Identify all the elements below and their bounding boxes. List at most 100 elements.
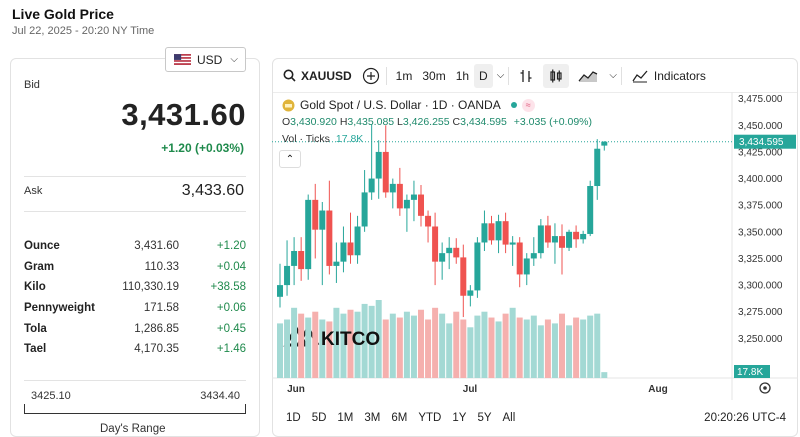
unit-value: 3,431.60 — [134, 240, 179, 253]
volume-bar — [410, 315, 417, 378]
separator — [620, 66, 622, 85]
candle-body — [488, 223, 495, 241]
volume-bar — [333, 307, 340, 378]
candle-body — [354, 226, 361, 256]
candle-body — [382, 151, 389, 193]
unit-value: 4,170.35 — [134, 343, 179, 356]
candle-body — [495, 221, 502, 241]
candle-body — [432, 226, 439, 262]
unit-value: 171.58 — [143, 302, 179, 315]
volume-bar — [432, 307, 439, 378]
range-all[interactable]: All — [502, 412, 516, 424]
indicators-label: Indicators — [653, 68, 706, 83]
day-range-bar — [24, 404, 246, 414]
range-5d[interactable]: 5D — [311, 412, 327, 424]
collapse-legend-button[interactable]: ⌃ — [279, 150, 301, 168]
candle-body — [396, 183, 403, 209]
x-tick-label: Aug — [648, 384, 667, 395]
range-5y[interactable]: 5Y — [477, 412, 492, 424]
last-price-tag — [734, 134, 796, 149]
candle-body — [580, 233, 587, 240]
unit-name: Tola — [24, 322, 47, 335]
ohlc-low: 3,426.255 — [402, 116, 450, 128]
volume-bar — [326, 321, 333, 378]
volume-bar — [403, 311, 410, 378]
volume-bar — [319, 319, 326, 378]
candle-body — [481, 223, 488, 243]
kitco-watermark-text: KITCO — [321, 329, 380, 350]
page-title: Live Gold Price — [12, 6, 114, 22]
currency-select[interactable]: USD ⌵ — [165, 47, 246, 72]
price-chart[interactable]: 3,475.000 3,450.000 3,425.000 3,400.000 3,37… — [272, 58, 798, 400]
indicators-button[interactable]: Indicators — [632, 64, 706, 88]
volume-bar — [277, 323, 283, 378]
bid-label: Bid — [24, 79, 40, 91]
candle-body — [566, 231, 573, 248]
volume-bar — [467, 327, 474, 378]
candle-body — [319, 210, 326, 230]
candle-body — [347, 242, 354, 256]
separator — [508, 66, 510, 85]
volume-bar — [361, 303, 368, 378]
interval-1h[interactable]: 1h — [455, 68, 470, 83]
candle-body — [277, 285, 283, 297]
day-range-label: Day's Range — [100, 423, 166, 435]
range-6m[interactable]: 6M — [391, 412, 408, 424]
symbol-label: XAUUSD — [301, 68, 352, 83]
volume-bar — [375, 300, 382, 378]
candle-body — [312, 199, 319, 230]
range-ytd[interactable]: YTD — [418, 412, 442, 424]
plus-circle-icon — [362, 67, 379, 84]
range-3m[interactable]: 3M — [364, 412, 381, 424]
volume-bar — [446, 323, 453, 378]
chevron-down-icon: ⌵ — [230, 54, 238, 65]
page-timestamp: Jul 22, 2025 - 20:20 NY Time — [12, 25, 155, 37]
interval-1m[interactable]: 1m — [395, 68, 413, 83]
candles-button[interactable] — [543, 63, 570, 88]
compare-button[interactable] — [360, 65, 382, 87]
unit-change: +1.20 — [216, 240, 246, 253]
volume-bar — [594, 313, 601, 378]
candle-body — [418, 194, 424, 216]
volume-bar — [284, 319, 291, 378]
last-price-tag-text: 3,434.595 — [739, 137, 784, 148]
area-style-button[interactable] — [575, 64, 601, 88]
unit-row-tola: Tola 1,286.85 +0.45 — [24, 318, 246, 339]
volume-bar — [495, 321, 502, 378]
gold-coin-icon — [282, 99, 295, 111]
ohlc-h-label: H — [339, 116, 348, 128]
bid-price: 3,431.60 — [121, 97, 246, 132]
volume-legend: Vol · Ticks 17.8K — [282, 133, 363, 145]
range-1d[interactable]: 1D — [286, 412, 301, 424]
unit-change: +0.04 — [216, 260, 246, 273]
candle-body — [544, 225, 551, 243]
unit-name: Tael — [24, 343, 47, 356]
volume-bar — [566, 325, 573, 378]
interval-chevron-down-icon[interactable]: ⌵ — [496, 70, 505, 81]
volume-bar — [530, 315, 537, 378]
bar-style-button[interactable] — [513, 64, 539, 88]
bid-change: +1.20 (+0.03%) — [161, 141, 244, 155]
interval-30m[interactable]: 30m — [422, 68, 446, 83]
volume-bar — [587, 315, 594, 378]
volume-bar — [509, 307, 516, 378]
unit-change: +38.58 — [210, 281, 247, 294]
style-chevron-down-icon[interactable]: ⌵ — [609, 70, 617, 81]
y-tick-label: 3,275.000 — [738, 307, 783, 318]
volume-bar — [537, 325, 544, 378]
us-flag-icon — [174, 54, 191, 65]
y-tick-label: 3,400.000 — [738, 174, 783, 185]
range-1m[interactable]: 1M — [337, 412, 354, 424]
volume-bar — [382, 319, 389, 378]
candle-body — [594, 148, 601, 187]
candle-body — [340, 242, 347, 262]
volume-bar — [516, 317, 523, 378]
volume-bar — [291, 307, 298, 378]
range-1y[interactable]: 1Y — [452, 412, 467, 424]
unit-change: +0.06 — [216, 302, 246, 315]
symbol-search[interactable]: XAUUSD — [283, 64, 352, 88]
ohlc-o-label: O — [282, 116, 291, 128]
interval-d[interactable]: D — [474, 63, 493, 88]
volume-bar — [474, 315, 481, 378]
unit-change: +1.46 — [216, 343, 246, 356]
